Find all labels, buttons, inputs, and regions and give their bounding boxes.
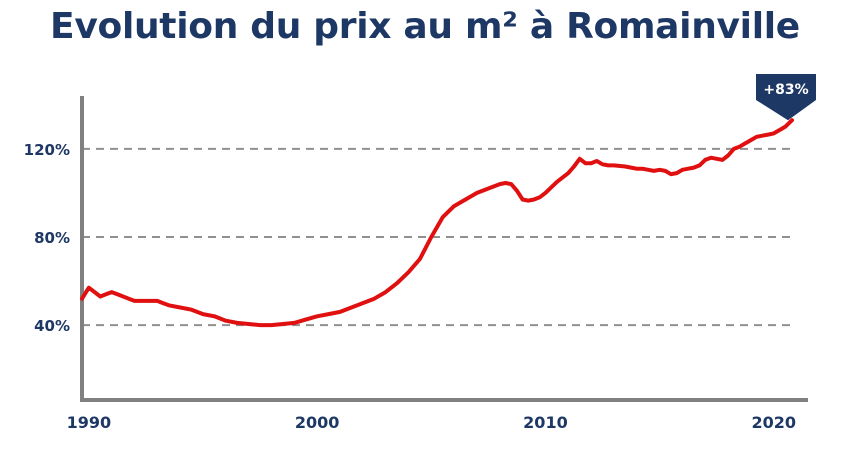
chart-title: Evolution du prix au m² à Romainville bbox=[50, 6, 800, 47]
x-tick-label: 2000 bbox=[295, 413, 340, 432]
y-tick-labels: 40% 80% 120% bbox=[24, 141, 70, 335]
x-tick-label: 2020 bbox=[751, 413, 796, 432]
y-tick-label: 40% bbox=[34, 317, 70, 335]
annotation-badge-shape bbox=[756, 74, 816, 121]
grid-lines bbox=[82, 147, 795, 327]
annotation-label: +83% bbox=[763, 82, 808, 98]
axes bbox=[80, 96, 808, 402]
series-lines bbox=[80, 118, 794, 328]
x-tick-label: 1990 bbox=[67, 413, 112, 432]
y-tick-label: 80% bbox=[34, 229, 70, 247]
price-line bbox=[80, 118, 794, 328]
annotation-badge: +83% bbox=[756, 74, 816, 121]
y-tick-label: 120% bbox=[24, 141, 70, 159]
x-tick-labels: 1990 2000 2010 2020 bbox=[67, 413, 796, 432]
x-tick-label: 2010 bbox=[523, 413, 568, 432]
